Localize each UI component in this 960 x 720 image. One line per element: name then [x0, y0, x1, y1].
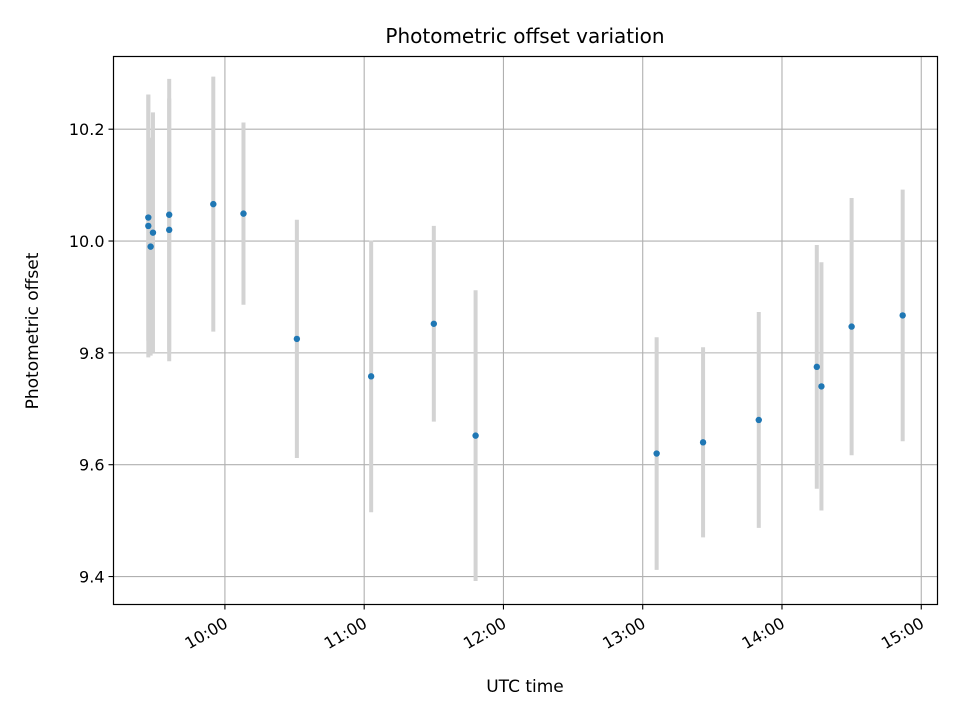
- data-point: [147, 243, 154, 250]
- y-axis-label: Photometric offset: [23, 252, 43, 409]
- data-point: [755, 416, 762, 424]
- data-point: [166, 211, 173, 218]
- data-point: [813, 363, 821, 371]
- y-tick-label: 10.2: [69, 120, 105, 139]
- data-point: [293, 335, 301, 343]
- y-tick-label: 9.8: [79, 344, 104, 363]
- data-point: [848, 323, 855, 330]
- data-point: [472, 432, 479, 439]
- data-point: [145, 222, 152, 230]
- grid: [113, 56, 938, 605]
- data-point: [367, 373, 375, 380]
- y-tick-label: 10.0: [69, 232, 105, 251]
- data-point: [145, 214, 152, 221]
- data-point: [166, 226, 173, 234]
- y-axis-ticks: 9.4 9.6 9.8 10.0 10.2: [69, 120, 114, 587]
- x-axis-label: UTC time: [486, 677, 564, 697]
- data-point: [210, 200, 217, 208]
- data-point: [149, 229, 157, 236]
- plot-frame: [112, 55, 939, 606]
- data-point: [818, 383, 825, 390]
- data-point: [653, 450, 660, 457]
- data-point: [430, 320, 438, 327]
- data-point: [699, 439, 707, 446]
- data-point: [240, 210, 247, 217]
- chart-title: Photometric offset variation: [385, 24, 664, 48]
- y-tick-label: 9.4: [79, 568, 104, 587]
- y-tick-label: 9.6: [79, 456, 104, 475]
- data-points: [145, 200, 906, 457]
- data-point: [899, 312, 906, 319]
